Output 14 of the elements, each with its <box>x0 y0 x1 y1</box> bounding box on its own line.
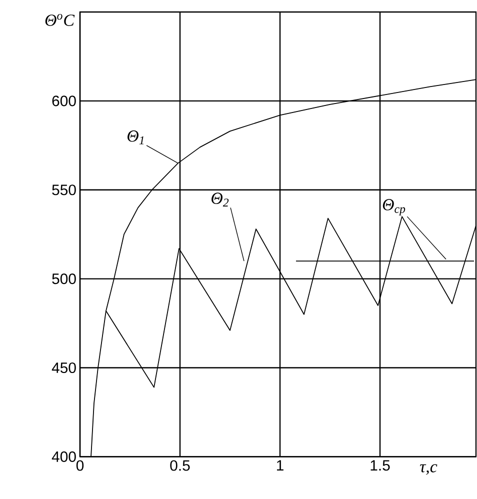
y-tick-label: 500 <box>52 274 76 284</box>
text: Θ$_{cp}$ <box>383 199 406 216</box>
y-tick-label: 400 <box>52 451 76 462</box>
text: Θ$_{1}$ <box>128 130 144 144</box>
y-tick-label: 450 <box>52 362 76 374</box>
text: Θ$_{2}$ <box>212 192 229 206</box>
y-tick-label: 600 <box>52 96 76 106</box>
x-axis-title: τ,c <box>420 464 438 475</box>
x-tick-label: 0 <box>76 460 84 471</box>
x-tick-label: 1.5 <box>370 460 390 471</box>
y-tick-label: 550 <box>52 184 76 196</box>
x-tick-label: 1 <box>277 460 284 470</box>
y-axis-title: Θ$^{o}$C <box>46 14 75 26</box>
x-tick-label: 0.5 <box>170 460 190 471</box>
